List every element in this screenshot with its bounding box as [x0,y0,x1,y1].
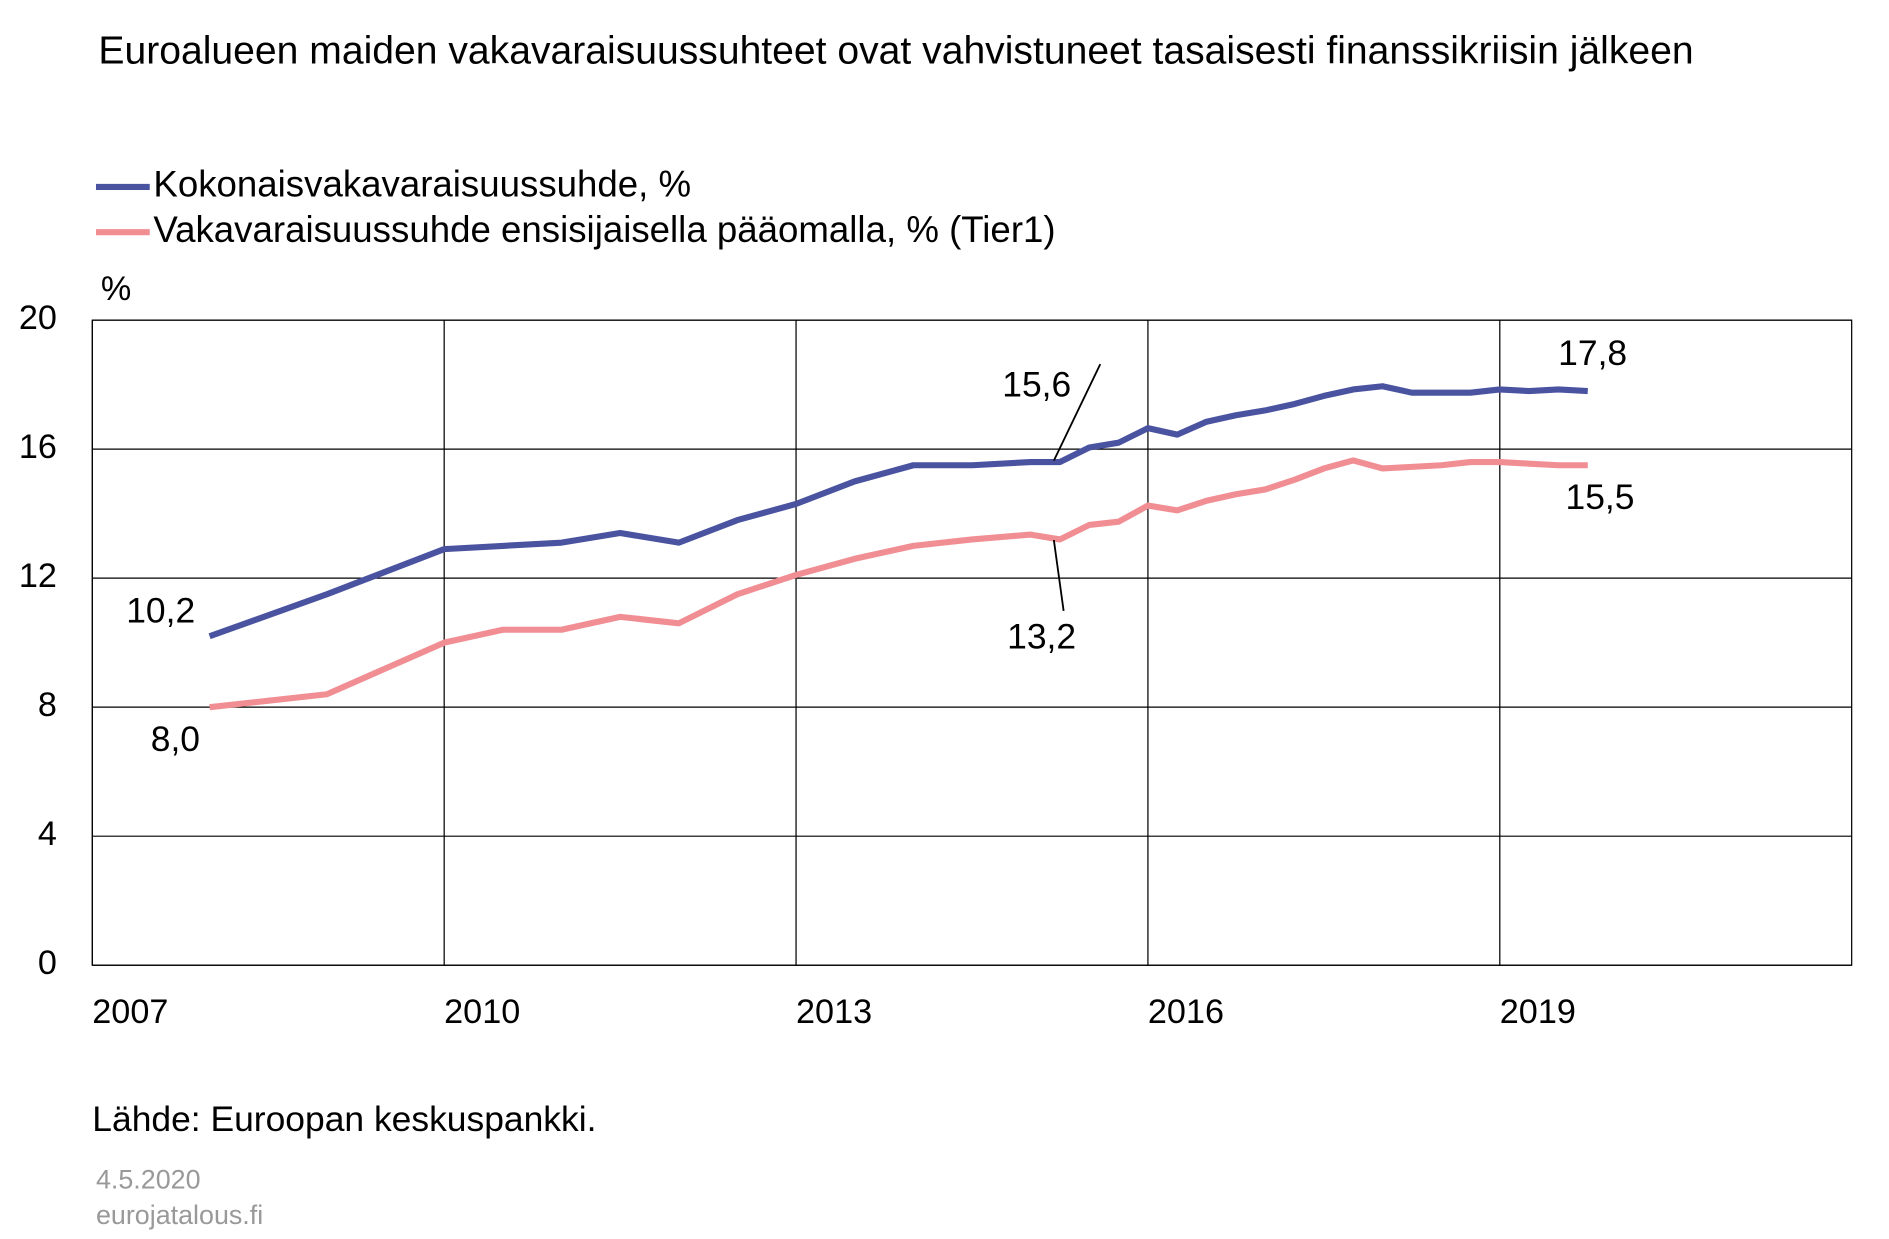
x-tick-label: 2007 [92,993,168,1031]
y-tick-label: 16 [19,428,57,466]
y-axis-label: % [101,270,131,308]
source: Lähde: Euroopan keskuspankki. [92,1099,596,1139]
y-tick-label: 20 [19,299,57,337]
title-box: Euroalueen maiden vakavaraisuussuhteet o… [98,28,1694,73]
leader-line [1053,363,1102,462]
plot-frame [91,319,1853,966]
leader-line [1052,539,1065,612]
annotation: 10,2 [126,591,195,631]
y-tick-label: 12 [19,557,57,595]
x-tick-label: 2010 [444,993,520,1031]
legend-label: Vakavaraisuussuhde ensisijaisella pääoma… [153,209,1055,250]
chart-title: Euroalueen maiden vakavaraisuussuhteet o… [98,28,1694,73]
annotation: 13,2 [1007,616,1076,656]
date: 4.5.2020 [96,1165,201,1195]
annotation: 15,6 [1002,365,1071,405]
annotation: 8,0 [151,719,200,759]
x-tick-label: 2016 [1148,993,1224,1031]
data-line [209,457,1588,711]
annotation: 17,8 [1558,333,1627,373]
data-line [208,383,1588,640]
y-tick-label: 4 [38,815,57,853]
site: eurojatalous.fi [96,1200,263,1230]
legend-label: Kokonaisvakavaraisuussuhde, % [153,164,691,205]
x-tick-label: 2019 [1500,993,1576,1031]
x-tick-label: 2013 [796,993,872,1031]
y-tick-label: 8 [38,686,57,724]
annotation: 15,5 [1566,477,1635,517]
y-tick-label: 0 [38,944,57,982]
